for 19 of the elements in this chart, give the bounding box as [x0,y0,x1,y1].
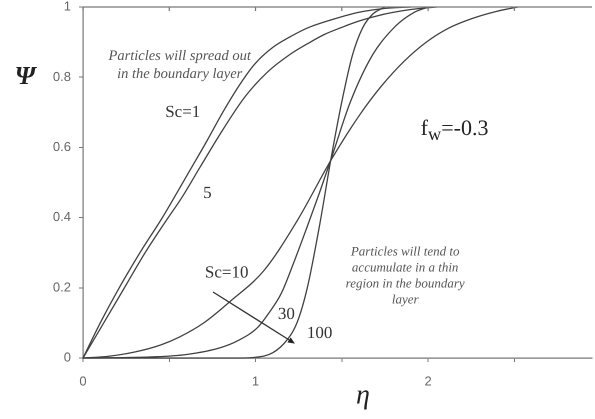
x-tick-label: 2 [424,373,432,388]
y-tick-label: 0.8 [52,68,71,84]
series-label: 100 [306,322,332,342]
annotation: Particles will spread out in the boundary layer [107,46,252,84]
x-axis-title: η [356,379,370,410]
x-tick-label: 1 [252,373,260,388]
series-label: 5 [203,182,212,202]
series-label: Sc=10 [204,262,248,282]
y-tick-label: 0.4 [52,209,71,224]
annotation: f$_{w}$=-0.3 [420,114,490,146]
y-axis-title: Ψ [14,60,38,90]
series-label: 30 [278,304,295,323]
x-tick-label: 0 [79,373,87,388]
y-tick-label: 0 [64,350,71,365]
annotation: Particles will tend to accumulate in a thin region in the boundary layer [344,243,466,308]
series-label: Sc=1 [165,102,200,121]
y-tick-label: 0.2 [52,279,71,294]
y-tick-label: 1 [64,0,71,14]
y-tick-label: 0.6 [52,138,71,154]
